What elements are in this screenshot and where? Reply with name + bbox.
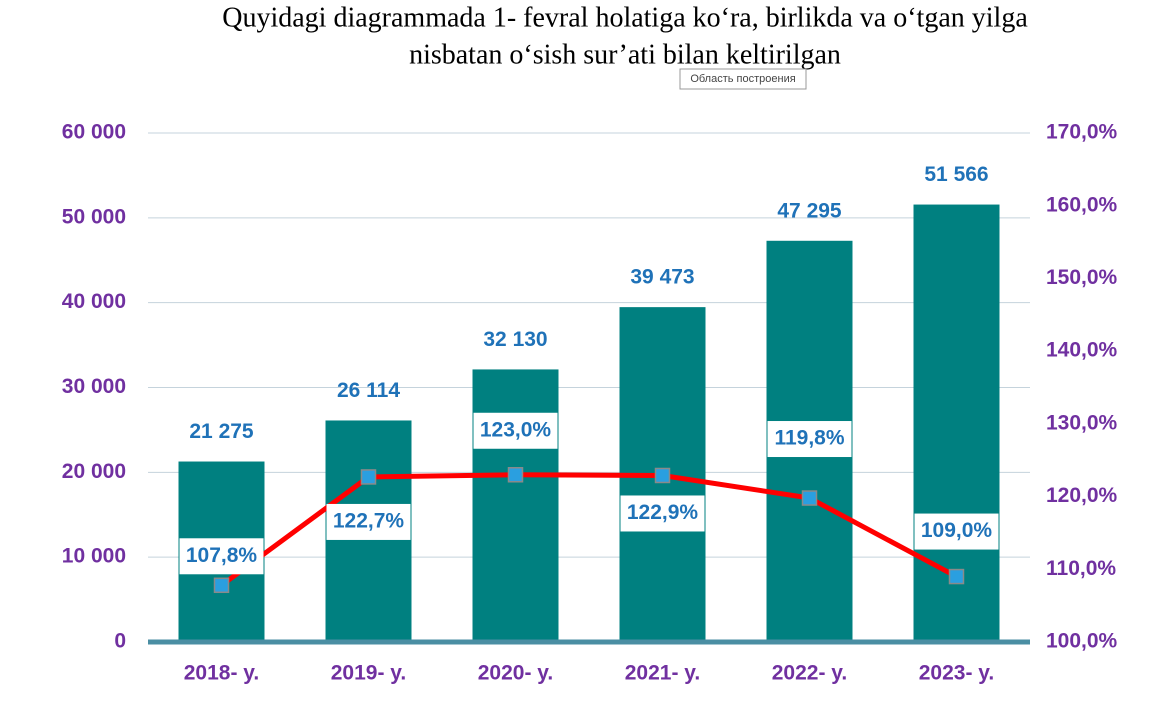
y2-tick-label: 120,0% <box>1046 484 1118 507</box>
bar-value-label: 47 295 <box>777 199 842 222</box>
y2-tick-label: 170,0% <box>1046 121 1118 144</box>
marker <box>801 490 818 506</box>
x-tick-label: 2021- y. <box>625 662 701 685</box>
bar-value-label: 26 114 <box>337 379 400 402</box>
y2-tick-label: 100,0% <box>1046 630 1118 653</box>
y-tick-label: 60 000 <box>62 121 126 144</box>
line-value-label: 109,0% <box>921 519 993 542</box>
x-tick-label: 2018- y. <box>184 662 260 685</box>
x-tick-label: 2023- y. <box>919 662 995 685</box>
label-box <box>767 421 852 458</box>
y-tick-label: 50 000 <box>62 205 126 228</box>
y2-tick-label: 130,0% <box>1046 411 1118 434</box>
y2-tick-label: 160,0% <box>1046 193 1118 216</box>
line-value-label: 123,0% <box>480 418 552 441</box>
bar-value-label: 51 566 <box>924 163 988 186</box>
tooltip: Область построения <box>690 73 795 85</box>
x-tick-label: 2020- y. <box>478 662 554 685</box>
marker <box>654 467 671 484</box>
x-tick-label: 2019- y. <box>331 662 407 685</box>
y2-tick-label: 110,0% <box>1046 557 1116 580</box>
bar-value-label: 39 473 <box>630 266 694 289</box>
label-box <box>914 513 999 550</box>
x-tick-label: 2022- y. <box>772 662 848 685</box>
label-box <box>179 538 264 575</box>
y2-tick-label: 140,0% <box>1046 339 1118 362</box>
marker <box>948 568 965 585</box>
label-box <box>473 412 558 449</box>
y-tick-label: 30 000 <box>62 375 126 398</box>
marker <box>213 577 230 594</box>
line-value-label: 107,8% <box>186 544 258 567</box>
y2-tick-label: 150,0% <box>1046 266 1118 289</box>
chart-title: Quyidagi diagrammada 1- fevral holatiga … <box>222 2 1028 33</box>
marker <box>507 467 524 483</box>
y-tick-label: 10 000 <box>62 545 126 568</box>
tooltip-box <box>679 68 807 90</box>
label-box <box>620 495 705 532</box>
y-tick-label: 20 000 <box>62 460 126 483</box>
label-box <box>326 503 411 540</box>
bar-value-label: 21 275 <box>189 420 254 443</box>
line-value-label: 122,9% <box>627 501 699 524</box>
chart-title: nisbatan o‘sish sur’ati bilan keltirilga… <box>409 39 841 70</box>
line-value-label: 119,8% <box>774 427 844 450</box>
line <box>220 472 958 588</box>
y-tick-label: 40 000 <box>62 290 126 313</box>
line-value-label: 122,7% <box>333 509 405 532</box>
marker <box>360 469 377 485</box>
y-tick-label: 0 <box>114 630 126 653</box>
bar <box>472 369 559 642</box>
bar-value-label: 32 130 <box>483 328 547 351</box>
